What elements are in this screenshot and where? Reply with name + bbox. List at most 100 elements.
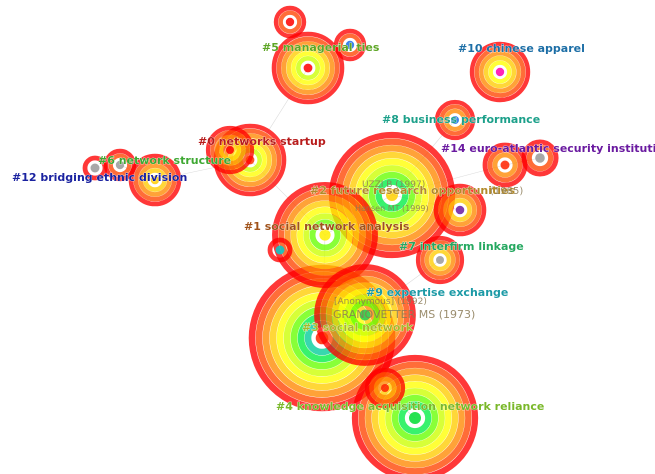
- citation-node[interactable]: [351, 354, 479, 474]
- cluster-label-expertise-exchange: #9 expertise exchange: [366, 286, 508, 299]
- citation-ring: [487, 147, 523, 183]
- citation-ring: [351, 354, 479, 474]
- reference-label-anonymous-1992: [Anonymous] (1992): [334, 297, 427, 307]
- citation-ring: [276, 36, 340, 100]
- citation-ring: [297, 207, 353, 263]
- node-layer: [82, 5, 559, 474]
- citation-ring: [314, 264, 416, 366]
- reference-label-uzzi-1997: UZZI B (1997): [362, 180, 425, 190]
- citation-ring: [488, 60, 512, 84]
- citation-ring: [128, 153, 182, 207]
- cluster-label-managerial-ties: #5 managerial ties: [262, 41, 380, 54]
- citation-ring: [438, 188, 482, 232]
- citation-node[interactable]: [433, 183, 487, 237]
- node-core: [303, 63, 313, 73]
- citation-ring: [365, 368, 465, 468]
- citation-ring: [309, 219, 341, 251]
- citation-ring: [219, 139, 241, 161]
- citation-ring: [271, 31, 345, 105]
- citation-ring: [278, 188, 372, 282]
- citation-node[interactable]: [273, 5, 307, 39]
- citation-ring: [479, 51, 521, 93]
- citation-ring: [434, 99, 476, 141]
- citation-node[interactable]: [82, 155, 108, 181]
- citation-ring: [214, 134, 246, 166]
- citation-ring: [362, 165, 422, 225]
- node-core: [409, 412, 421, 424]
- citation-node[interactable]: [469, 41, 531, 103]
- cluster-label-euro-atlantic-security-institution: #14 euro-atlantic security institution: [441, 142, 655, 155]
- citation-ring: [424, 244, 456, 276]
- node-core: [285, 17, 295, 27]
- node-core: [381, 384, 389, 392]
- citation-ring: [448, 198, 472, 222]
- citation-ring: [332, 282, 398, 348]
- citation-node[interactable]: [333, 28, 367, 62]
- citation-ring: [492, 152, 518, 178]
- citation-node[interactable]: [205, 125, 255, 175]
- citation-ring: [364, 367, 406, 409]
- citation-ring: [429, 249, 451, 271]
- cluster-label-knowledge-acquisition-network-reliance: #4 knowledge acquisition network relianc…: [276, 400, 544, 413]
- cluster-label-future-research-opportunities: #2 future research opportunities: [310, 184, 516, 197]
- node-core: [345, 40, 355, 50]
- node-core: [386, 189, 398, 201]
- citation-ring: [290, 200, 360, 270]
- citation-ring: [385, 388, 445, 448]
- citation-node[interactable]: [128, 153, 182, 207]
- cluster-label-network-structure: #6 network structure: [98, 154, 231, 167]
- citation-ring: [375, 178, 409, 212]
- citation-node[interactable]: [521, 139, 559, 177]
- node-core: [115, 160, 125, 170]
- citation-ring: [469, 41, 531, 103]
- citation-ring: [358, 361, 472, 474]
- citation-ring: [415, 235, 465, 285]
- node-core: [226, 146, 234, 154]
- citation-ring: [278, 10, 302, 34]
- cluster-label-social-network: #3 social network: [302, 321, 414, 334]
- citation-ring: [439, 104, 471, 136]
- reference-label-1985: (1985): [490, 186, 523, 197]
- citation-ring: [368, 171, 416, 219]
- citation-ring: [133, 158, 177, 202]
- reference-label-hansen-1999: Hansen MT (1999): [355, 204, 429, 213]
- citation-ring: [398, 401, 432, 435]
- citation-ring: [443, 108, 467, 132]
- node-core: [275, 245, 285, 255]
- citation-ring: [284, 194, 366, 276]
- citation-node[interactable]: [271, 31, 345, 105]
- citation-ring: [391, 394, 439, 442]
- node-core: [495, 67, 505, 77]
- citation-ring: [267, 237, 293, 263]
- citation-ring: [108, 153, 132, 177]
- node-core: [359, 309, 371, 321]
- citation-ring: [210, 130, 250, 170]
- cluster-label-bridging-ethnic-division: #12 bridging ethnic division: [12, 171, 187, 184]
- reference-label-granovetter-1973: GRANOVETTER MS (1973): [333, 308, 475, 321]
- citation-ring: [286, 46, 330, 90]
- citation-ring: [295, 55, 320, 80]
- citation-node[interactable]: [415, 235, 465, 285]
- citation-node[interactable]: [267, 237, 293, 263]
- cluster-label-social-network-analysis: #1 social network analysis: [244, 220, 410, 233]
- citation-ring: [326, 276, 404, 354]
- citation-ring: [371, 374, 459, 462]
- node-core: [451, 116, 459, 124]
- cluster-label-networks-startup: #0 networks startup: [198, 135, 326, 148]
- citation-ring: [378, 381, 452, 455]
- citation-ring: [273, 5, 307, 39]
- citation-ring: [291, 51, 325, 85]
- node-core: [150, 175, 160, 185]
- citation-node[interactable]: [364, 367, 406, 409]
- citation-ring: [82, 155, 108, 181]
- node-core: [535, 153, 545, 163]
- citation-node[interactable]: [314, 264, 416, 366]
- citation-ring: [373, 376, 397, 400]
- citation-node[interactable]: [272, 182, 378, 288]
- citation-node[interactable]: [434, 99, 476, 141]
- citation-ring: [303, 213, 347, 257]
- citation-ring: [420, 240, 460, 280]
- citation-ring: [443, 193, 477, 227]
